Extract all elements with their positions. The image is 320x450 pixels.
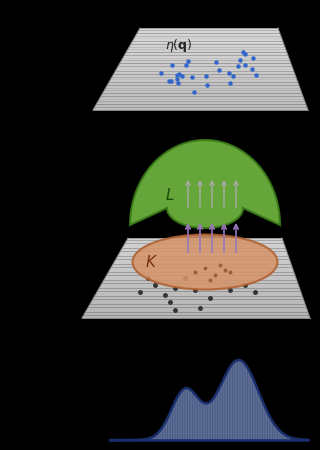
Polygon shape: [82, 315, 310, 318]
Polygon shape: [93, 107, 308, 110]
Polygon shape: [105, 275, 296, 278]
Ellipse shape: [132, 234, 277, 289]
Polygon shape: [124, 243, 285, 246]
Polygon shape: [134, 36, 282, 39]
Polygon shape: [135, 33, 281, 36]
Text: $K$: $K$: [146, 254, 158, 270]
Polygon shape: [126, 238, 283, 241]
Polygon shape: [113, 72, 295, 74]
Polygon shape: [102, 281, 298, 284]
Text: $L$: $L$: [165, 187, 175, 203]
Polygon shape: [84, 313, 309, 315]
Polygon shape: [87, 307, 307, 310]
Polygon shape: [122, 246, 286, 249]
Polygon shape: [110, 77, 297, 80]
Polygon shape: [116, 66, 293, 69]
Polygon shape: [130, 140, 280, 228]
Polygon shape: [116, 256, 290, 259]
Polygon shape: [120, 249, 287, 252]
Polygon shape: [91, 299, 304, 302]
Polygon shape: [97, 288, 301, 291]
Polygon shape: [131, 42, 284, 45]
Polygon shape: [129, 45, 285, 47]
Polygon shape: [88, 305, 306, 307]
Polygon shape: [112, 74, 296, 77]
Polygon shape: [98, 99, 305, 102]
Polygon shape: [117, 254, 289, 256]
Polygon shape: [132, 39, 283, 42]
Polygon shape: [127, 47, 286, 50]
Polygon shape: [111, 265, 292, 267]
Polygon shape: [90, 302, 305, 305]
Polygon shape: [120, 61, 291, 63]
Polygon shape: [101, 94, 303, 96]
Polygon shape: [108, 270, 294, 273]
Polygon shape: [106, 86, 300, 88]
Polygon shape: [114, 259, 291, 262]
Polygon shape: [107, 83, 299, 86]
Polygon shape: [93, 297, 303, 299]
Polygon shape: [100, 284, 299, 286]
Polygon shape: [96, 102, 306, 104]
Polygon shape: [109, 80, 298, 83]
Polygon shape: [85, 310, 308, 313]
Polygon shape: [126, 50, 287, 53]
Polygon shape: [107, 273, 295, 275]
Polygon shape: [99, 96, 304, 99]
Polygon shape: [103, 278, 297, 281]
Polygon shape: [118, 63, 292, 66]
Polygon shape: [95, 104, 307, 107]
Polygon shape: [102, 91, 302, 94]
Text: $\eta(\mathbf{q})$: $\eta(\mathbf{q})$: [165, 36, 193, 54]
Polygon shape: [125, 241, 284, 243]
Polygon shape: [104, 88, 301, 91]
Polygon shape: [115, 69, 294, 72]
Polygon shape: [109, 267, 293, 270]
Polygon shape: [99, 286, 300, 288]
Polygon shape: [139, 28, 279, 31]
Polygon shape: [121, 58, 290, 61]
Polygon shape: [123, 55, 289, 58]
Polygon shape: [94, 294, 302, 297]
Polygon shape: [113, 262, 291, 265]
Polygon shape: [137, 31, 280, 33]
Polygon shape: [119, 252, 288, 254]
Polygon shape: [124, 53, 288, 55]
Polygon shape: [96, 291, 302, 294]
